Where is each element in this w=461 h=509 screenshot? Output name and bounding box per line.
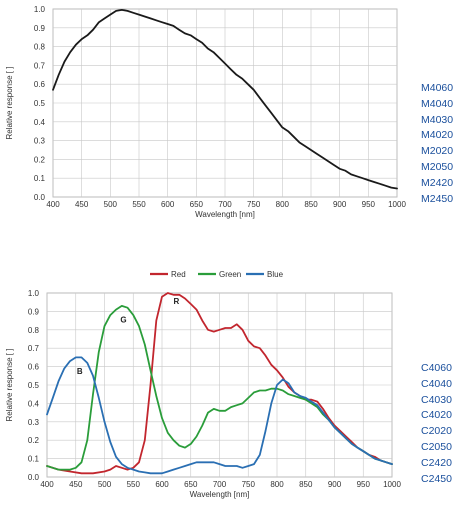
model-label: M4040	[421, 97, 454, 110]
y-tick-label: 0.7	[28, 344, 40, 353]
y-tick-label: 0.8	[34, 43, 46, 52]
model-label: M4020	[421, 129, 454, 142]
x-tick-label: 950	[357, 480, 371, 489]
model-label: C4040	[421, 377, 452, 390]
y-tick-label: 0.7	[34, 61, 46, 70]
x-tick-label: 650	[184, 480, 198, 489]
model-label: M2020	[421, 145, 454, 158]
model-label: C4020	[421, 409, 452, 422]
x-tick-label: 850	[304, 200, 318, 209]
x-tick-label: 700	[213, 480, 227, 489]
x-tick-label: 1000	[383, 480, 401, 489]
x-tick-label: 950	[362, 200, 376, 209]
x-tick-label: 500	[98, 480, 112, 489]
chart-1: 400 450 500 550 600 650 700 750 800 850 900 950 1000…	[5, 5, 406, 219]
y-tick-label: 0.3	[34, 137, 46, 146]
x-axis-label: Wavelength [nm]	[195, 210, 255, 219]
x-tick-label: 600	[161, 200, 175, 209]
model-label: C2420	[421, 456, 452, 469]
x-tick-label: 600	[155, 480, 169, 489]
x-axis-label: Wavelength [nm]	[190, 490, 250, 499]
x-tick-label: 700	[218, 200, 232, 209]
y-tick-label: 1.0	[34, 5, 46, 14]
model-label: M4060	[421, 82, 454, 94]
x-tick-label: 1000	[388, 200, 406, 209]
y-axis-label: Relative response [ ]	[5, 349, 14, 422]
x-tick-label: 550	[127, 480, 141, 489]
model-label: C2050	[421, 440, 452, 453]
y-tick-label: 0.4	[28, 399, 40, 408]
y-tick-label: 0.9	[34, 24, 46, 33]
y-tick-label: 0.0	[28, 473, 40, 482]
y-tick-label: 0.8	[28, 326, 40, 335]
blue-series-line	[46, 356, 393, 475]
x-tick-label: 800	[276, 200, 290, 209]
y-tick-label: 0.5	[34, 99, 46, 108]
x-tick-label: 900	[328, 480, 342, 489]
legend-label: Green	[219, 270, 241, 279]
y-tick-label: 0.0	[34, 193, 46, 202]
y-tick-label: 0.3	[28, 418, 40, 427]
y-tick-label: 0.9	[28, 307, 40, 316]
model-label: M2050	[421, 160, 454, 173]
model-label: M4030	[421, 113, 454, 126]
y-tick-label: 0.5	[28, 381, 40, 390]
series-annotation: G	[120, 315, 126, 324]
x-tick-label: 450	[75, 200, 89, 209]
red-series-line	[46, 292, 393, 475]
legend-label: Red	[171, 270, 186, 279]
x-tick-label: 500	[104, 200, 118, 209]
y-tick-label: 1.0	[28, 289, 40, 298]
x-tick-label: 850	[299, 480, 313, 489]
x-tick-label: 800	[270, 480, 284, 489]
model-label: C2020	[421, 425, 452, 438]
model-label: M2450	[421, 192, 454, 205]
y-tick-label: 0.2	[28, 436, 40, 445]
x-tick-label: 750	[247, 200, 261, 209]
model-label: M2420	[421, 176, 454, 189]
y-tick-label: 0.6	[28, 363, 40, 372]
legend-label: Blue	[267, 270, 284, 279]
y-tick-label: 0.4	[34, 118, 46, 127]
x-tick-label: 400	[46, 200, 60, 209]
mono-model-list: M4060 M4040 M4030 M4020 M2020 M2050 M242…	[421, 81, 453, 207]
series-annotation: R	[173, 297, 179, 306]
x-tick-label: 550	[132, 200, 146, 209]
y-tick-label: 0.1	[34, 174, 46, 183]
series-annotation: B	[77, 367, 83, 376]
y-tick-label: 0.6	[34, 80, 46, 89]
model-label: C2450	[421, 472, 452, 485]
x-tick-label: 450	[69, 480, 83, 489]
response-series-line	[52, 9, 398, 190]
model-label: C4030	[421, 393, 452, 406]
y-tick-label: 0.2	[34, 155, 46, 164]
x-tick-label: 400	[40, 480, 54, 489]
legend: Red Green Blue	[150, 270, 284, 279]
y-tick-label: 0.1	[28, 455, 40, 464]
model-label: C4060	[421, 362, 452, 374]
x-tick-label: 900	[333, 200, 347, 209]
x-tick-label: 650	[190, 200, 204, 209]
y-axis-label: Relative response [ ]	[5, 67, 14, 140]
color-model-list: C4060 C4040 C4030 C4020 C2020 C2050 C242…	[421, 361, 452, 487]
x-tick-label: 750	[242, 480, 256, 489]
chart-2: 400 450 500 550 600 650 700 750 800 850 900 950 1000…	[5, 270, 401, 499]
